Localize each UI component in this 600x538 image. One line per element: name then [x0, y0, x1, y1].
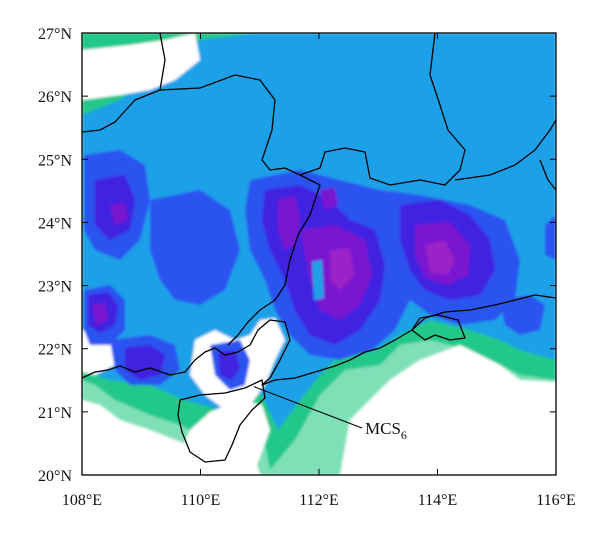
y-tick-label: 20°N [38, 468, 72, 485]
field-gap-northwest [82, 33, 200, 100]
field-gap-south [180, 400, 270, 475]
boundary-line [539, 159, 556, 191]
x-tick-label: 114°E [418, 492, 458, 509]
precipitation-field [82, 33, 556, 475]
boundary-line [82, 294, 556, 386]
boundary-line [411, 314, 466, 341]
x-tick-label: 116°E [536, 492, 576, 509]
field-core-cell [125, 345, 165, 380]
field-level-4-cell [150, 190, 240, 305]
mcs-annotation-label: MCS6 [365, 419, 407, 442]
boundary-line [454, 119, 556, 181]
field-core-cell [425, 240, 455, 275]
x-tick-label: 112°E [299, 492, 339, 509]
boundary-line [227, 174, 321, 346]
y-tick-label: 27°N [38, 26, 72, 43]
field-level-4-cell [500, 295, 545, 335]
field-core-cell [330, 248, 355, 290]
y-axis-ticks: 20°N 21°N 22°N 23°N 24°N 25°N 26°N 27°N [38, 26, 556, 485]
field-core-cell [110, 203, 128, 225]
boundary-line [159, 33, 466, 186]
field-core-cell [312, 260, 324, 300]
field-core-cell [278, 195, 300, 250]
x-axis-ticks: 108°E 110°E 112°E 114°E 116°E [62, 33, 576, 509]
boundary-line [177, 379, 266, 463]
field-core-cell [218, 350, 240, 380]
y-tick-label: 22°N [38, 342, 72, 359]
field-core-cell [320, 188, 338, 210]
y-tick-label: 26°N [38, 89, 72, 106]
y-tick-label: 21°N [38, 405, 72, 422]
y-tick-label: 24°N [38, 215, 72, 232]
boundary-lines [82, 33, 556, 463]
field-level-4-cell [545, 215, 556, 260]
x-tick-label: 108°E [62, 492, 102, 509]
mcs-label-subscript: 6 [401, 428, 407, 442]
y-tick-label: 23°N [38, 279, 72, 296]
mcs-label-main: MCS [365, 419, 401, 438]
field-gap-southeast [340, 345, 556, 475]
field-core-cell [92, 303, 108, 325]
mcs-annotation-line [253, 386, 363, 429]
y-tick-label: 25°N [38, 152, 72, 169]
boundary-line [82, 33, 166, 133]
x-tick-label: 110°E [181, 492, 221, 509]
